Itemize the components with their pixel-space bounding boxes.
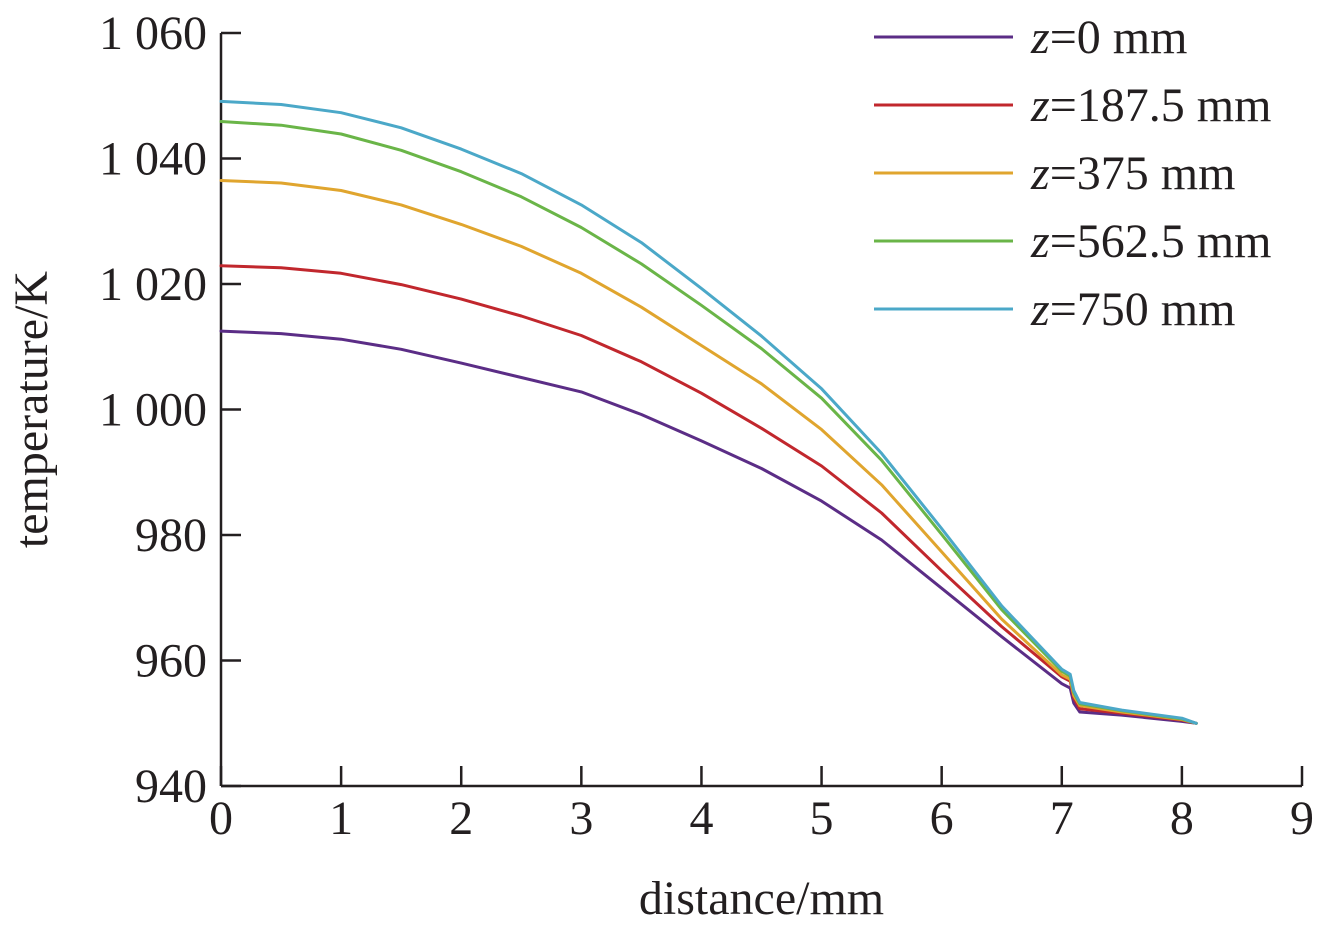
x-tick-label: 9 bbox=[1290, 792, 1314, 845]
legend-label: z=750 mm bbox=[1030, 283, 1235, 336]
y-axis-title: temperature/K bbox=[5, 271, 58, 549]
series-lines bbox=[219, 99, 1198, 725]
x-tick-label: 5 bbox=[810, 792, 834, 845]
legend-label: z=187.5 mm bbox=[1030, 79, 1271, 132]
x-tick-label: 8 bbox=[1170, 792, 1194, 845]
x-tick-label: 6 bbox=[930, 792, 954, 845]
y-tick-label: 1 040 bbox=[99, 133, 207, 186]
legend-label: z=375 mm bbox=[1030, 147, 1235, 200]
x-axis-title: distance/mm bbox=[639, 872, 884, 925]
y-tick-label: 1 000 bbox=[99, 384, 207, 437]
y-tick-label: 960 bbox=[135, 635, 207, 688]
legend: z=0 mm z=187.5 mm z=375 mm z=562.5 mm z=750 … bbox=[874, 11, 1271, 336]
y-tick-label: 1 020 bbox=[99, 258, 207, 311]
legend-label: z=0 mm bbox=[1030, 11, 1187, 64]
series-line bbox=[219, 99, 1198, 725]
x-tick-label: 0 bbox=[209, 792, 233, 845]
x-tick-label: 3 bbox=[569, 792, 593, 845]
series-line bbox=[219, 329, 1198, 725]
y-tick-label: 1 060 bbox=[99, 7, 207, 60]
x-tick-label: 2 bbox=[449, 792, 473, 845]
x-tick-label: 1 bbox=[329, 792, 353, 845]
x-tick-label: 7 bbox=[1050, 792, 1074, 845]
legend-label: z=562.5 mm bbox=[1030, 215, 1271, 268]
series-line bbox=[219, 120, 1198, 725]
y-tick-label: 980 bbox=[135, 509, 207, 562]
axes: 940 960 980 1 000 1 020 1 040 1 060 0 1 2 3 4 5 6 7 8 9 bbox=[99, 7, 1314, 845]
y-tick-label: 940 bbox=[135, 760, 207, 813]
x-tick-label: 4 bbox=[689, 792, 713, 845]
